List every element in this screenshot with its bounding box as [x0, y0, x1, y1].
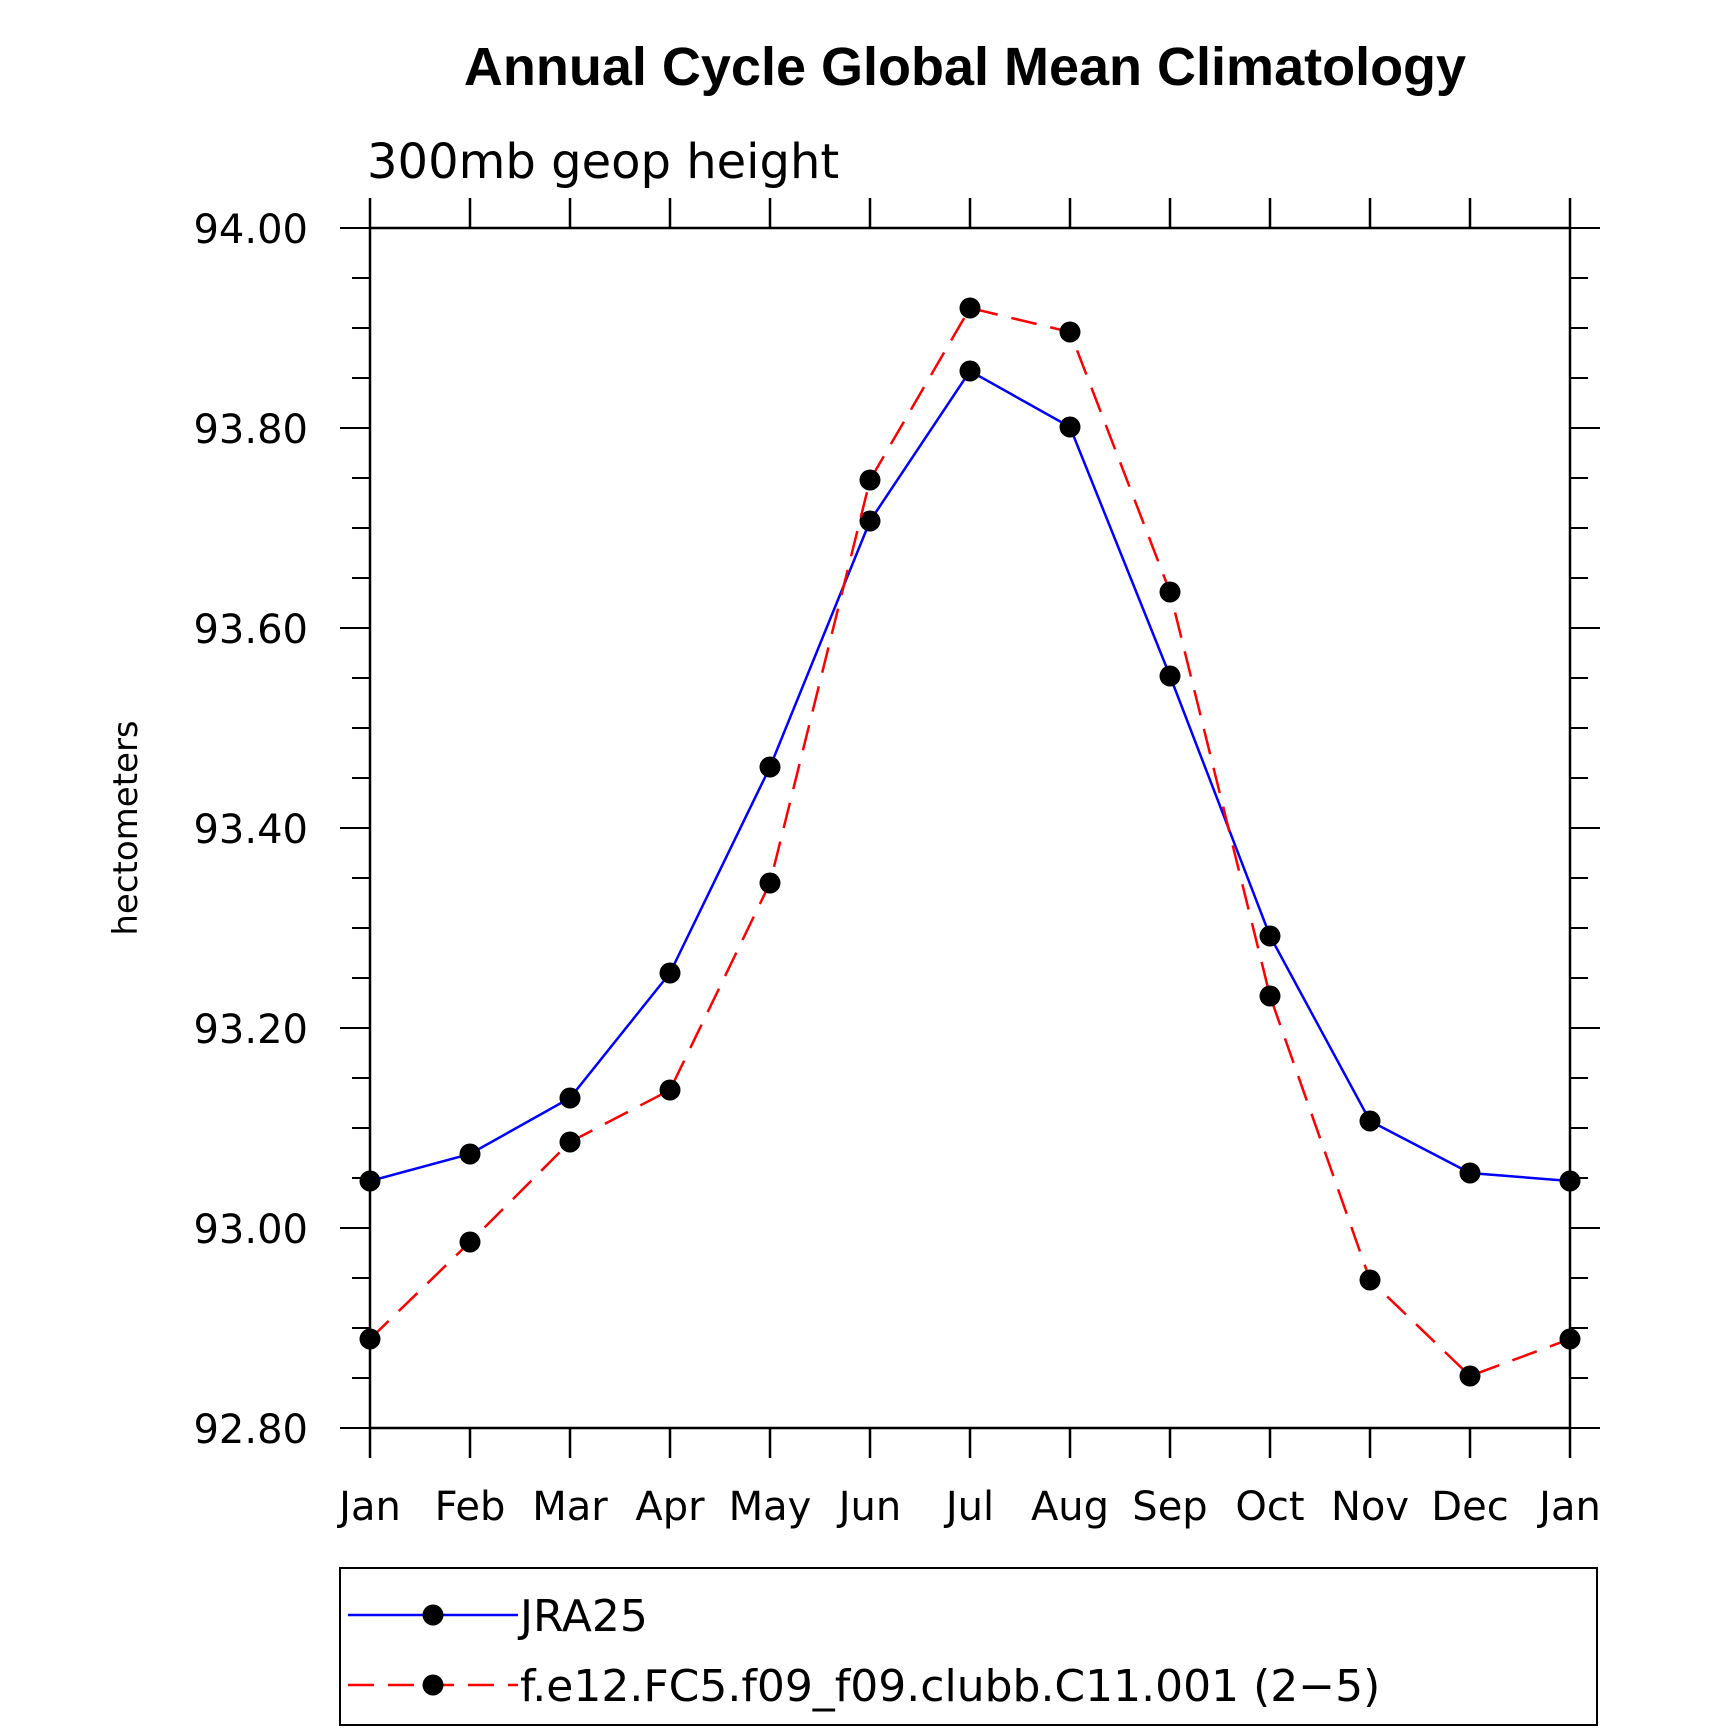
x-tick-labels: Jan Feb Mar Apr May Jun Jul Aug Sep Oct Nov Dec Jan: [336, 1484, 1601, 1530]
data-point: [859, 510, 881, 532]
data-point: [1059, 416, 1081, 438]
data-point: [359, 1328, 381, 1350]
x-tick-label: Dec: [1431, 1484, 1508, 1530]
legend-swatch-marker: [422, 1674, 444, 1696]
data-point: [1259, 985, 1281, 1007]
plot-frame: [368, 226, 1572, 1430]
x-tick-label: Jul: [943, 1484, 994, 1530]
data-point: [759, 872, 781, 894]
series-2: [359, 297, 1581, 1387]
x-tick-label: Apr: [635, 1484, 705, 1530]
y-tick-label: 93.40: [193, 807, 308, 853]
legend-swatch-marker: [422, 1604, 444, 1626]
data-point: [459, 1143, 481, 1165]
data-point: [559, 1131, 581, 1153]
chart-subtitle: 300mb geop height: [367, 134, 839, 190]
x-tick-label: Jan: [1536, 1484, 1601, 1530]
x-tick-label: Sep: [1132, 1484, 1207, 1530]
x-tick-label: Mar: [532, 1484, 608, 1530]
data-point: [1559, 1170, 1581, 1192]
y-tick-label: 93.80: [193, 407, 308, 453]
data-point: [559, 1087, 581, 1109]
axis-ticks: [340, 198, 1600, 1458]
data-point: [1159, 665, 1181, 687]
x-tick-label: Feb: [435, 1484, 506, 1530]
data-point: [1459, 1365, 1481, 1387]
chart-title: Annual Cycle Global Mean Climatology: [464, 37, 1466, 97]
x-tick-label: Jun: [836, 1484, 902, 1530]
data-point: [459, 1231, 481, 1253]
data-point: [759, 756, 781, 778]
data-point: [959, 297, 981, 319]
data-point: [859, 469, 881, 491]
data-point: [1159, 581, 1181, 603]
legend-label: f.e12.FC5.f09_f09.clubb.C11.001 (2−5): [520, 1661, 1380, 1712]
data-point: [659, 1079, 681, 1101]
x-tick-label: Nov: [1331, 1484, 1409, 1530]
data-point: [1359, 1269, 1381, 1291]
series-layer: [359, 297, 1581, 1387]
y-tick-label: 94.00: [193, 207, 308, 253]
axes: [368, 226, 1572, 1430]
y-tick-label: 92.80: [193, 1407, 308, 1453]
x-tick-label: May: [729, 1484, 812, 1530]
legend-box: [339, 1567, 1598, 1726]
series-line: [369, 369, 1571, 1183]
x-tick-label: Jan: [336, 1484, 401, 1530]
data-point: [1059, 321, 1081, 343]
y-tick-label: 93.20: [193, 1007, 308, 1053]
series-line: [369, 306, 1571, 1378]
legend-label: JRA25: [517, 1591, 648, 1642]
x-tick-label: Oct: [1235, 1484, 1304, 1530]
data-point: [659, 962, 681, 984]
y-tick-label: 93.60: [193, 607, 308, 653]
legend: JRA25 f.e12.FC5.f09_f09.clubb.C11.001 (2−…: [339, 1567, 1598, 1726]
data-point: [1459, 1162, 1481, 1184]
x-tick-label: Aug: [1031, 1484, 1109, 1530]
y-axis-label: hectometers: [106, 720, 146, 935]
y-tick-labels: 92.80 93.00 93.20 93.40 93.60 93.80 94.00: [193, 207, 308, 1453]
data-point: [1559, 1328, 1581, 1350]
series-1: [359, 360, 1581, 1192]
data-point: [959, 360, 981, 382]
data-point: [1359, 1110, 1381, 1132]
data-point: [359, 1170, 381, 1192]
data-point: [1259, 925, 1281, 947]
y-tick-label: 93.00: [193, 1207, 308, 1253]
